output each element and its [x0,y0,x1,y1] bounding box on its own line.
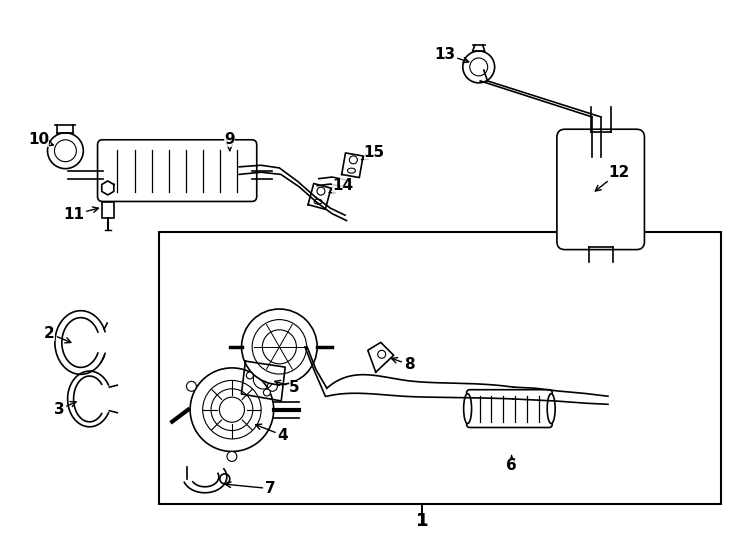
Circle shape [267,381,277,391]
Text: 3: 3 [54,402,76,417]
FancyBboxPatch shape [557,129,644,249]
Circle shape [219,474,230,484]
Circle shape [241,309,317,384]
Ellipse shape [548,394,555,423]
FancyBboxPatch shape [467,390,552,428]
Circle shape [269,366,277,373]
Circle shape [247,372,253,379]
Text: 1: 1 [415,512,428,530]
Ellipse shape [347,168,355,173]
Text: 1: 1 [415,512,428,530]
Circle shape [227,451,237,461]
Circle shape [349,156,357,164]
Text: 8: 8 [391,357,415,372]
Circle shape [378,350,385,358]
Text: 13: 13 [434,46,469,63]
Circle shape [264,389,270,396]
Circle shape [48,133,84,168]
Circle shape [463,51,495,83]
Ellipse shape [314,199,322,204]
Text: 9: 9 [225,132,235,151]
Text: 14: 14 [329,178,354,193]
Text: 5: 5 [275,380,299,395]
Text: 12: 12 [595,165,630,191]
Bar [159,232,722,504]
Text: 10: 10 [28,132,54,147]
Circle shape [186,381,197,391]
Text: 7: 7 [225,481,276,496]
Bar [102,202,114,218]
Ellipse shape [464,394,471,423]
FancyBboxPatch shape [98,140,257,201]
Text: 11: 11 [63,207,98,222]
Text: 4: 4 [255,424,288,443]
Text: 6: 6 [506,455,517,473]
Circle shape [190,368,274,451]
Text: 2: 2 [44,326,71,343]
Circle shape [317,187,325,195]
Text: 15: 15 [361,145,385,160]
